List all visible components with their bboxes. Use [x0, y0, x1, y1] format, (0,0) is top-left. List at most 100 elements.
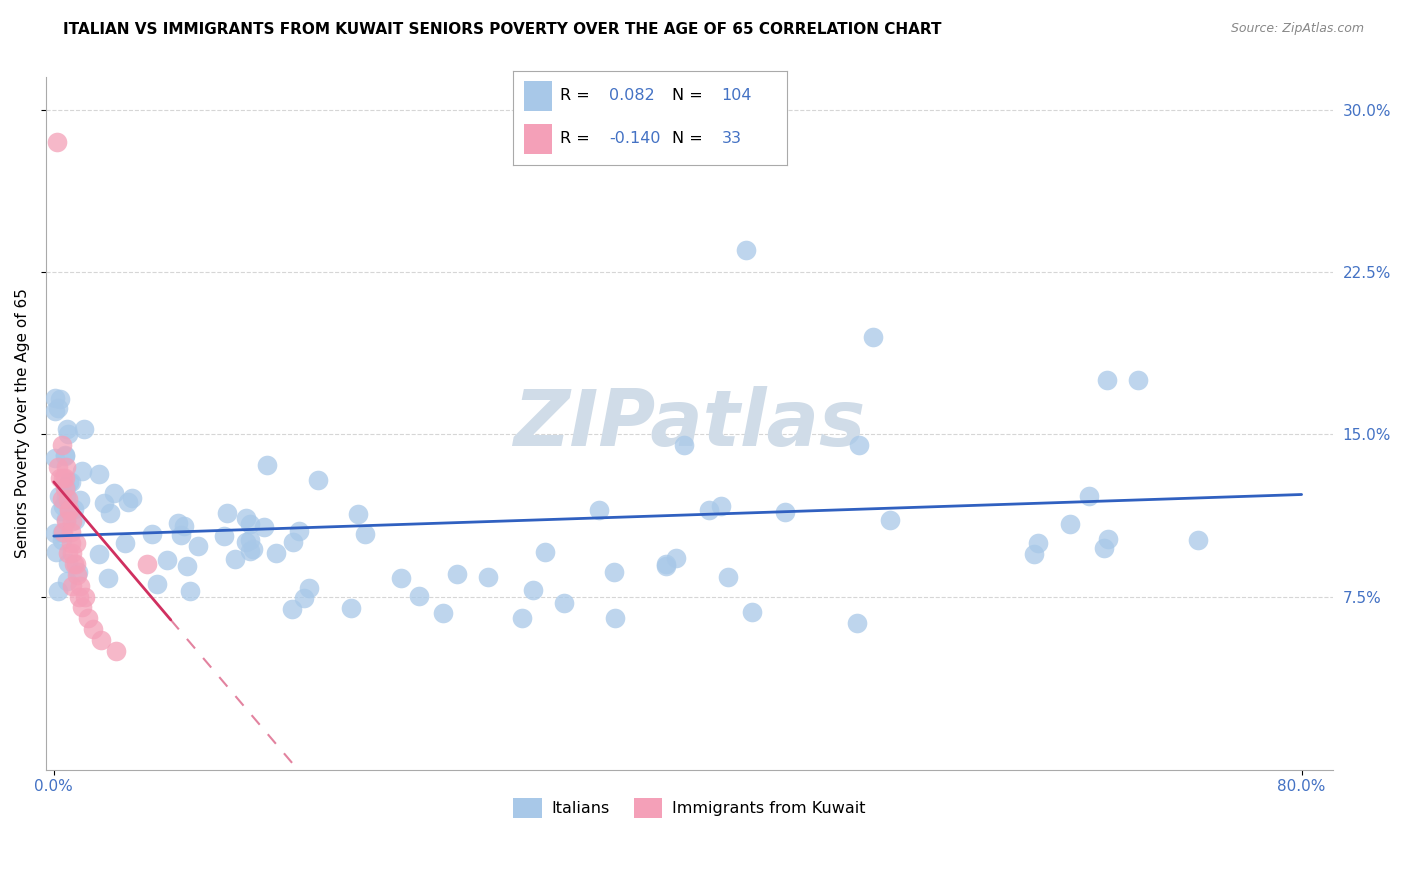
Point — [98, 507, 121, 521]
Point — [510, 611, 533, 625]
Point — [63, 502, 86, 516]
Point — [48, 489, 70, 503]
Point — [93, 496, 115, 510]
Point — [353, 527, 375, 541]
Point — [51, 525, 73, 540]
Point — [62, 546, 84, 560]
Point — [281, 534, 304, 549]
Point — [55, 459, 77, 474]
Point — [44, 450, 66, 465]
Point — [1077, 489, 1099, 503]
Point — [70, 464, 93, 478]
Point — [114, 536, 136, 550]
Point — [49, 392, 72, 407]
Point — [46, 583, 69, 598]
Point — [710, 500, 733, 514]
Point — [235, 511, 257, 525]
Point — [1026, 536, 1049, 550]
Point — [56, 492, 79, 507]
Point — [588, 503, 610, 517]
Point — [253, 519, 276, 533]
Text: ITALIAN VS IMMIGRANTS FROM KUWAIT SENIORS POVERTY OVER THE AGE OF 65 CORRELATION: ITALIAN VS IMMIGRANTS FROM KUWAIT SENIOR… — [63, 22, 942, 37]
Point — [87, 547, 110, 561]
Point — [105, 643, 128, 657]
Point — [67, 590, 90, 604]
Point — [242, 541, 264, 556]
Point — [655, 558, 678, 573]
Point — [477, 570, 499, 584]
Point — [239, 533, 262, 548]
Point — [45, 544, 67, 558]
Point — [239, 543, 262, 558]
Point — [69, 579, 91, 593]
Point — [65, 557, 87, 571]
Point — [287, 524, 309, 539]
Point — [339, 600, 361, 615]
Y-axis label: Seniors Poverty Over the Age of 65: Seniors Poverty Over the Age of 65 — [15, 289, 30, 558]
Point — [73, 422, 96, 436]
Point — [51, 533, 73, 547]
Point — [173, 519, 195, 533]
Bar — [524, 81, 551, 111]
Point — [58, 556, 80, 570]
Point — [846, 615, 869, 630]
Text: N =: N = — [672, 88, 703, 103]
Text: 33: 33 — [721, 131, 741, 146]
Point — [58, 475, 80, 489]
Point — [82, 622, 104, 636]
Point — [176, 558, 198, 573]
Point — [1097, 532, 1119, 546]
Point — [59, 535, 82, 549]
Point — [121, 491, 143, 506]
Point — [672, 438, 695, 452]
Point — [346, 507, 368, 521]
Point — [69, 492, 91, 507]
Point — [90, 632, 112, 647]
Point — [55, 574, 77, 588]
Text: 0.082: 0.082 — [609, 88, 655, 103]
Point — [58, 503, 80, 517]
Point — [735, 244, 758, 258]
Point — [66, 568, 89, 582]
Point — [1092, 541, 1115, 556]
Point — [146, 576, 169, 591]
Point — [45, 136, 67, 150]
Point — [212, 529, 235, 543]
Point — [77, 611, 100, 625]
Point — [156, 553, 179, 567]
Text: -0.140: -0.140 — [609, 131, 661, 146]
Legend: Italians, Immigrants from Kuwait: Italians, Immigrants from Kuwait — [506, 792, 872, 824]
Point — [239, 516, 262, 531]
Text: ZIPatlas: ZIPatlas — [513, 385, 866, 461]
Text: 104: 104 — [721, 88, 752, 103]
Point — [59, 524, 82, 539]
Point — [51, 438, 73, 452]
Point — [235, 534, 257, 549]
Point — [553, 596, 575, 610]
Point — [62, 579, 84, 593]
Point — [55, 512, 77, 526]
Point — [49, 470, 72, 484]
Point — [655, 558, 678, 572]
Point — [55, 491, 77, 505]
Point — [97, 571, 120, 585]
Point — [1126, 373, 1149, 387]
Point — [63, 513, 86, 527]
Point — [169, 528, 191, 542]
Point — [773, 505, 796, 519]
Text: N =: N = — [672, 131, 703, 146]
Point — [56, 422, 79, 436]
Point — [53, 470, 76, 484]
Point — [136, 557, 159, 571]
Point — [605, 611, 627, 625]
Point — [408, 589, 430, 603]
Point — [56, 427, 79, 442]
Point — [179, 583, 201, 598]
Point — [103, 486, 125, 500]
Point — [862, 330, 884, 344]
Point — [48, 504, 70, 518]
Point — [389, 571, 412, 585]
Point — [58, 503, 80, 517]
Point — [215, 506, 238, 520]
Point — [56, 546, 79, 560]
